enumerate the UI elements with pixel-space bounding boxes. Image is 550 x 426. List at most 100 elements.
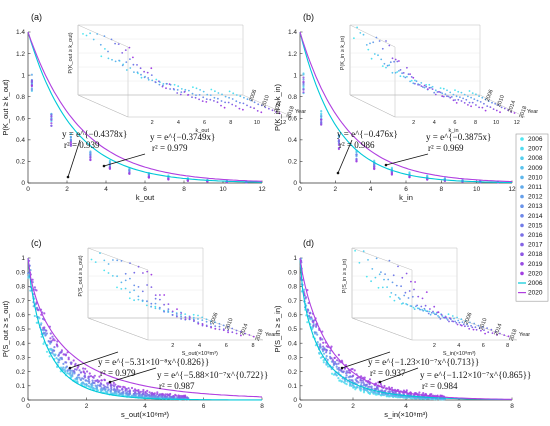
inset-point: [425, 291, 428, 293]
data-point: [43, 312, 46, 315]
inset-point: [260, 111, 263, 114]
data-point: [172, 395, 175, 398]
inset-x-tick-label: 8: [229, 120, 232, 126]
inset-point: [449, 317, 451, 320]
inset-point: [471, 101, 474, 104]
inset-point: [402, 75, 405, 78]
data-point: [55, 357, 58, 360]
data-point: [325, 363, 328, 366]
inset-point: [165, 82, 168, 85]
fit-curve-2020: [27, 258, 263, 398]
inset-x-tick-label: 2: [171, 343, 174, 349]
inset-point: [158, 83, 161, 86]
inset-point: [448, 320, 450, 323]
inset-point: [387, 278, 390, 281]
data-point: [81, 381, 84, 384]
data-point: [33, 286, 37, 289]
inset-point: [432, 310, 434, 313]
legend-swatch-dot: [520, 262, 524, 266]
data-point: [78, 376, 81, 379]
inset-point: [154, 294, 157, 296]
data-point: [49, 337, 52, 340]
inset-point: [195, 87, 198, 90]
inset-point: [491, 332, 494, 334]
data-point: [424, 392, 427, 396]
data-point: [374, 382, 378, 385]
data-point: [316, 341, 319, 344]
data-point: [426, 178, 429, 181]
data-point: [360, 387, 363, 390]
inset-point: [484, 332, 486, 335]
fit-curve-2006: [299, 31, 512, 184]
inset-year-label: Year: [519, 332, 530, 338]
data-point: [320, 118, 323, 121]
data-point: [143, 393, 147, 396]
legend-swatch-dot: [520, 223, 524, 228]
inset-point: [202, 96, 205, 99]
inset-point: [446, 89, 448, 92]
data-point: [122, 390, 125, 393]
inset-point: [406, 303, 409, 306]
data-point: [325, 355, 328, 358]
data-point: [302, 78, 305, 81]
inset-point: [141, 290, 144, 293]
data-point: [325, 345, 328, 348]
data-point: [154, 394, 157, 397]
inset-point: [209, 98, 212, 101]
inset-point: [423, 307, 426, 310]
inset-point: [471, 326, 474, 329]
y-tick-label: 0.5: [288, 326, 297, 333]
data-point: [132, 394, 135, 397]
inset-point: [151, 79, 154, 82]
legend-swatch-dot: [520, 137, 524, 141]
inset-point: [401, 72, 403, 75]
inset-point: [487, 100, 490, 102]
inset-point: [275, 111, 277, 113]
data-point: [62, 366, 65, 369]
data-point: [374, 387, 378, 390]
inset-point: [205, 101, 208, 103]
inset-point: [158, 80, 160, 83]
data-point: [50, 340, 53, 343]
inset-point: [467, 104, 469, 106]
fit-curve-2006: [27, 258, 262, 401]
inset-point: [224, 95, 227, 98]
inset-point: [487, 331, 490, 334]
data-point: [387, 390, 390, 393]
inset-point: [271, 109, 274, 112]
fit-equation: y = e^{−0.3749x}: [150, 132, 215, 142]
y-axis-label: P(S_in ≥ s_in): [273, 305, 282, 353]
fit-curve-2020: [27, 31, 263, 182]
y-tick-label: 1: [293, 72, 297, 79]
inset-point: [239, 95, 242, 98]
inset-point: [118, 59, 120, 62]
legend-swatch-dot: [520, 156, 524, 160]
inset-point: [369, 42, 371, 45]
inset-point: [111, 58, 113, 61]
legend-swatch-dot: [520, 146, 524, 151]
inset-point: [124, 272, 127, 275]
y-tick-label: 0.3: [288, 355, 297, 362]
inset-point: [475, 93, 477, 96]
inset-point: [140, 76, 143, 79]
inset-point: [492, 108, 495, 110]
data-point: [67, 358, 70, 361]
legend-label: 2013: [528, 203, 543, 210]
data-point: [337, 377, 340, 380]
data-point: [96, 379, 99, 382]
data-point: [311, 326, 314, 329]
data-point: [312, 324, 315, 327]
data-point: [156, 391, 159, 394]
x-tick-label: 4: [369, 186, 373, 193]
inset-point: [457, 319, 460, 322]
inset-year-tick-label: 2014: [273, 100, 283, 114]
inset-point: [243, 96, 245, 99]
inset-point: [408, 290, 411, 292]
data-point: [312, 323, 315, 326]
inset-point: [478, 106, 480, 109]
data-point: [51, 351, 54, 354]
y-tick-label: 0: [293, 180, 297, 187]
inset-point: [495, 334, 498, 336]
inset-point: [507, 335, 510, 338]
inset-point: [206, 93, 209, 96]
